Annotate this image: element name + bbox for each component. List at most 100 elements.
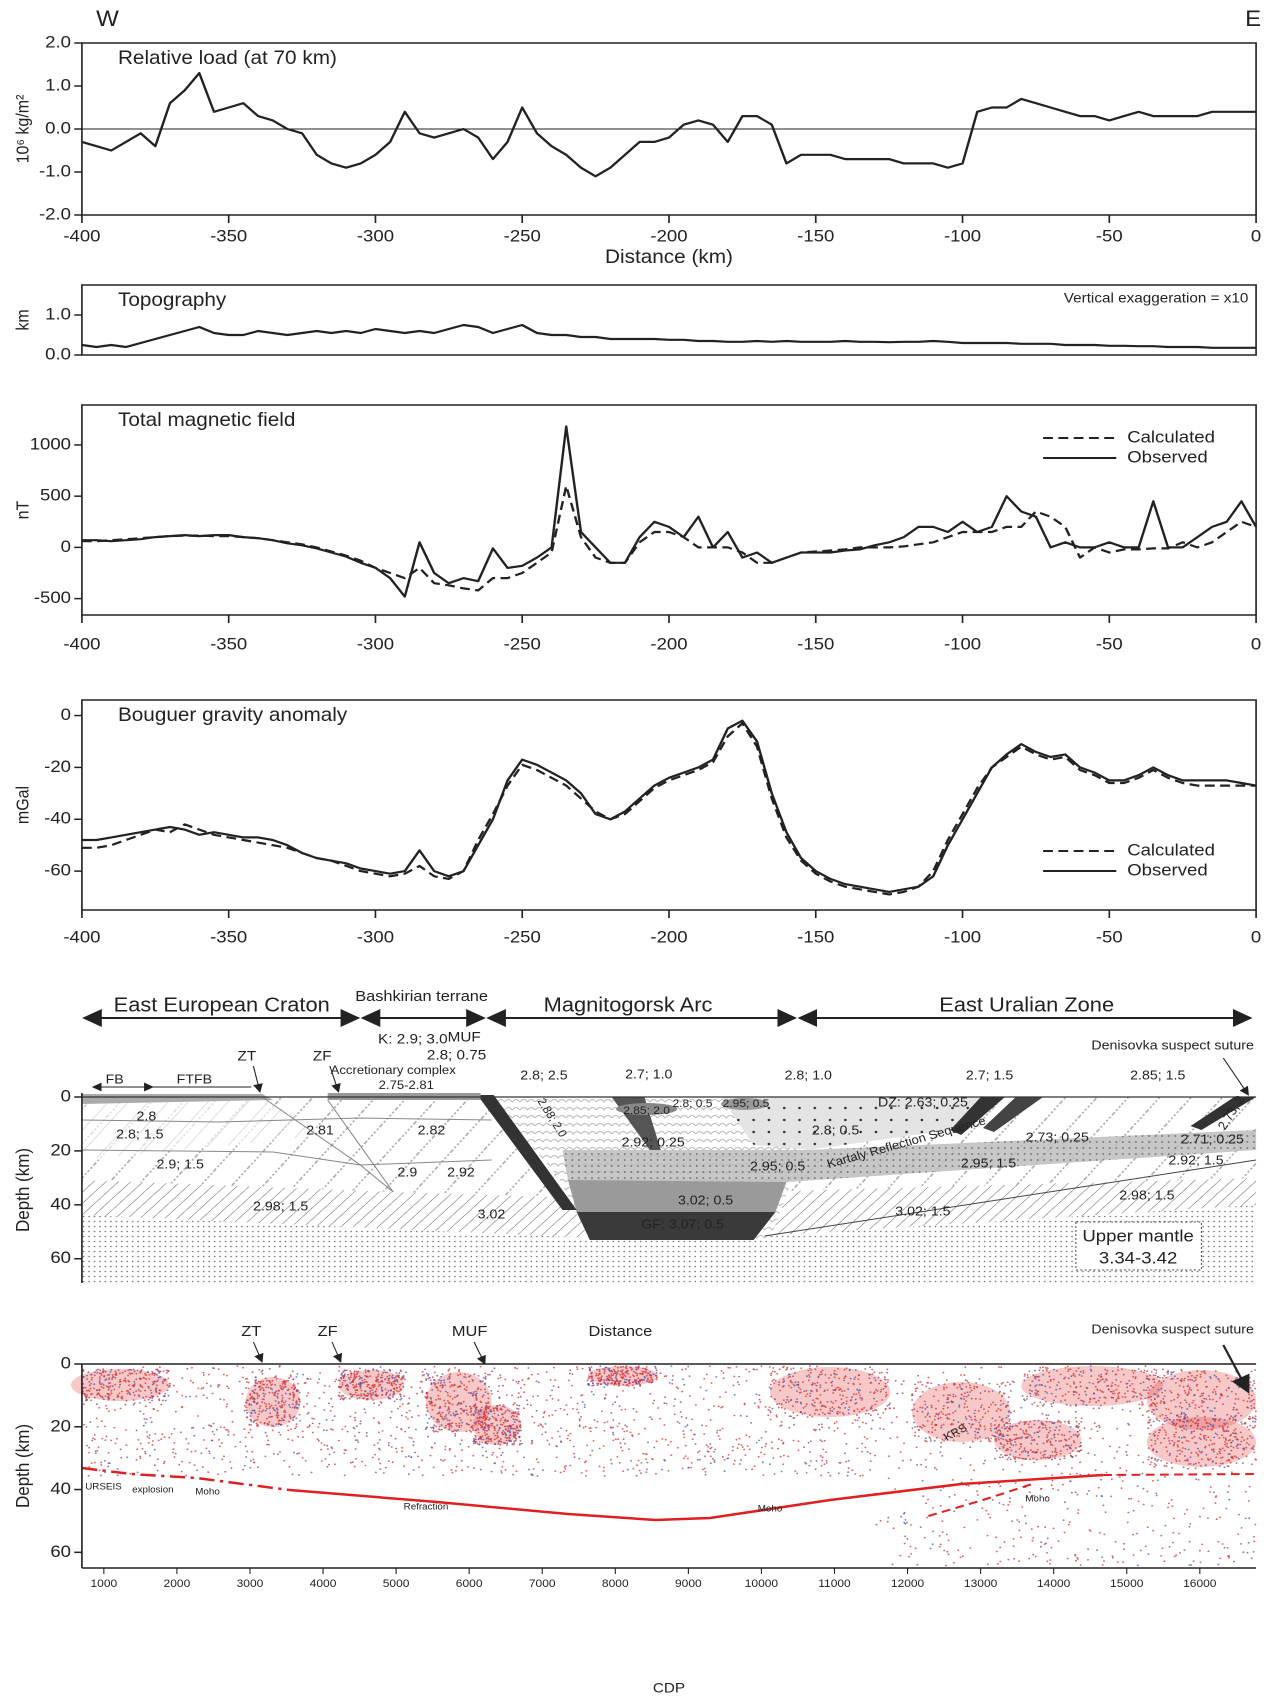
reflector-dot (814, 1413, 816, 1415)
reflector-dot (108, 1452, 110, 1454)
reflector-dot (848, 1409, 850, 1411)
reflector-dot (848, 1467, 850, 1469)
reflector-dot (705, 1474, 707, 1476)
reflector-dot (803, 1390, 805, 1392)
reflector-dot (1158, 1380, 1160, 1382)
reflector-dot (1179, 1460, 1181, 1462)
reflector-dot (456, 1396, 458, 1398)
reflector-dot (259, 1382, 261, 1384)
reflector-dot (358, 1384, 360, 1386)
reflector-dot (839, 1411, 841, 1413)
reflector-dot (1097, 1389, 1099, 1391)
reflector-dot (284, 1410, 286, 1412)
reflector-dot (276, 1395, 278, 1397)
reflector-dot (160, 1438, 162, 1440)
reflector-dot (498, 1440, 500, 1442)
reflector-dot (536, 1458, 538, 1460)
reflector-dot (420, 1381, 422, 1383)
reflector-dot (1213, 1492, 1215, 1494)
reflector-dot (854, 1403, 856, 1405)
reflector-dot (103, 1387, 105, 1389)
reflector-dot (394, 1381, 396, 1383)
reflector-dot (512, 1474, 514, 1476)
reflector-dot (121, 1396, 123, 1398)
reflector-dot (988, 1440, 990, 1442)
reflector-dot (930, 1438, 932, 1440)
reflector-dot (388, 1460, 390, 1462)
reflector-dot (145, 1396, 147, 1398)
reflector-dot (145, 1374, 147, 1376)
reflector-dot (473, 1467, 475, 1469)
reflector-dot (716, 1430, 718, 1432)
reflector-dot (444, 1449, 446, 1451)
reflector-dot (498, 1443, 500, 1445)
reflector-dot (1154, 1398, 1156, 1400)
reflector-dot (1080, 1385, 1082, 1387)
reflector-dot (249, 1419, 251, 1421)
reflector-dot (873, 1398, 875, 1400)
reflector-dot (1176, 1423, 1178, 1425)
reflector-dot (580, 1395, 582, 1397)
reflector-dot (447, 1410, 449, 1412)
reflector-dot (1154, 1375, 1156, 1377)
reflector-dot (924, 1440, 926, 1442)
reflector-dot (763, 1454, 765, 1456)
reflector-dot (1033, 1424, 1035, 1426)
reflector-dot (825, 1451, 827, 1453)
reflector-dot (924, 1537, 926, 1539)
reflector-dot (623, 1431, 625, 1433)
reflector-dot (965, 1386, 967, 1388)
reflector-dot (750, 1422, 752, 1424)
reflector-dot (502, 1461, 504, 1463)
reflector-dot (827, 1401, 829, 1403)
reflector-dot (475, 1391, 477, 1393)
reflector-dot (377, 1371, 379, 1373)
reflector-dot (891, 1564, 893, 1566)
reflector-dot (1157, 1438, 1159, 1440)
reflector-dot (355, 1371, 357, 1373)
reflector-dot (391, 1446, 393, 1448)
reflector-dot (1024, 1433, 1026, 1435)
reflector-dot (827, 1389, 829, 1391)
reflector-dot (977, 1494, 979, 1496)
reflector-dot (1054, 1455, 1056, 1457)
reflector-dot (940, 1417, 942, 1419)
reflector-dot (1226, 1422, 1228, 1424)
reflector-dot (124, 1378, 126, 1380)
reflector-dot (1125, 1451, 1127, 1453)
reflector-dot (654, 1374, 656, 1376)
reflector-dot (1111, 1397, 1113, 1399)
reflector-dot (760, 1452, 762, 1454)
reflector-dot (732, 1446, 734, 1448)
reflector-dot (239, 1441, 241, 1443)
reflector-dot (836, 1421, 838, 1423)
reflector-dot (158, 1377, 160, 1379)
reflector-dot (91, 1377, 93, 1379)
reflector-dot (1075, 1411, 1077, 1413)
reflector-dot (952, 1479, 954, 1481)
reflector-dot (963, 1398, 965, 1400)
reflector-dot (1168, 1419, 1170, 1421)
reflector-dot (1228, 1557, 1230, 1559)
reflector-dot (1189, 1387, 1191, 1389)
reflector-dot (113, 1389, 115, 1391)
reflector-dot (146, 1431, 148, 1433)
reflector-dot (555, 1410, 557, 1412)
reflector-dot (603, 1372, 605, 1374)
reflector-dot (99, 1382, 101, 1384)
reflector-dot (946, 1534, 948, 1536)
reflector-dot (996, 1450, 998, 1452)
reflector-dot (935, 1389, 937, 1391)
reflector-dot (143, 1418, 145, 1420)
reflector-dot (816, 1389, 818, 1391)
reflector-dot (779, 1425, 781, 1427)
reflector-dot (192, 1382, 194, 1384)
reflector-dot (1175, 1428, 1177, 1430)
reflector-dot (831, 1385, 833, 1387)
reflector-dot (808, 1465, 810, 1467)
reflector-dot (689, 1375, 691, 1377)
reflector-dot (1150, 1439, 1152, 1441)
reflector-dot (1219, 1517, 1221, 1519)
reflector-dot (107, 1374, 109, 1376)
reflector-dot (1029, 1393, 1031, 1395)
